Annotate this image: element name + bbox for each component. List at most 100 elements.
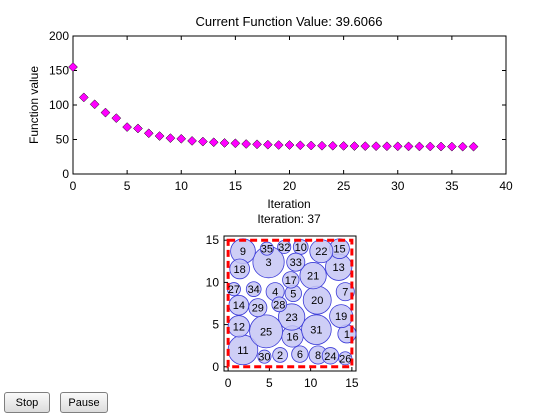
top-xtick-label: 10 [175,179,189,193]
packed-circle-label: 2 [277,350,283,362]
function-value-point [425,141,436,152]
top-ytick-label: 50 [56,133,70,147]
top-ytick-label: 100 [49,98,69,112]
packed-circle-label: 16 [286,331,298,343]
packed-circle [278,303,306,331]
top-chart-plot-area [72,35,507,175]
function-value-point [382,141,392,152]
top-xtick-label: 20 [283,179,297,193]
packed-circle [291,345,309,363]
packed-circle-label: 20 [311,295,323,307]
function-value-point [89,99,100,110]
bottom-ytick-label: 0 [212,360,219,374]
function-value-point [327,140,338,151]
packed-circle-label: 22 [315,246,327,258]
bottom-xtick-label: 15 [345,376,359,390]
function-value-point [143,128,154,139]
packed-circle [272,347,288,363]
packed-circle [338,351,353,366]
function-value-point [317,140,327,151]
packed-circle-label: 15 [333,244,345,256]
function-value-point [78,92,89,103]
top-xtick-label: 25 [337,179,351,193]
bottom-chart-title: Iteration: 37 [257,212,321,226]
packed-circle-label: 4 [272,287,278,299]
pause-button[interactable]: Pause [60,392,108,413]
packed-circle [301,314,332,345]
bottom-ytick-label: 15 [206,233,220,247]
packed-circle-label: 3 [265,257,271,269]
top-chart-ylabel: Function value [27,66,41,144]
packed-circle [229,258,250,280]
function-value-chart: Current Function Value: 39.6066 05010015… [27,14,513,211]
packed-circle-label: 24 [324,351,336,363]
top-xtick-label: 35 [445,179,459,193]
packed-circle-label: 14 [233,300,245,312]
packed-circle-label: 28 [273,299,285,311]
function-value-point [295,140,306,151]
function-value-point [414,141,425,152]
packed-circle-label: 17 [285,275,297,287]
bottom-xtick-label: 5 [266,376,273,390]
top-ytick-label: 200 [49,29,69,43]
packed-circle [248,298,268,318]
function-value-point [187,136,197,146]
packed-circle-label: 11 [237,345,248,357]
function-value-point [133,123,143,134]
packed-circle-label: 25 [260,326,272,338]
function-value-point [273,140,284,150]
bottom-ytick-label: 5 [212,318,219,332]
top-xtick-label: 5 [124,179,131,193]
function-value-point [436,141,446,152]
stop-button[interactable]: Stop [4,392,50,413]
packed-circle-label: 5 [290,288,296,300]
packed-circle-label: 18 [234,264,246,276]
packed-circle-label: 13 [333,262,345,274]
function-value-point [284,140,295,150]
function-value-point [176,133,187,144]
function-value-point [392,141,403,152]
packed-circle-label: 1 [344,329,350,341]
bottom-xtick-label: 0 [225,376,232,390]
function-value-point [338,141,349,151]
packed-circle-label: 30 [258,352,270,364]
top-chart-title: Current Function Value: 39.6066 [196,14,383,29]
packed-circle [321,347,340,365]
function-value-point [198,136,208,147]
top-ytick-label: 0 [62,167,69,181]
packed-circle [249,314,283,349]
function-value-point [349,141,360,151]
function-value-point [68,62,78,72]
packed-circle [227,315,250,338]
bottom-xtick-label: 10 [304,376,318,390]
packed-circle-label: 10 [295,242,307,254]
function-value-point [403,141,414,152]
packed-circle [286,252,306,272]
packed-circle-label: 9 [240,246,246,258]
packed-circle-label: 29 [252,303,264,315]
packed-circle [299,262,327,290]
function-value-point [208,137,219,148]
function-value-point [468,141,479,152]
packed-circle-label: 8 [315,350,321,362]
top-xtick-label: 15 [229,179,243,193]
top-xtick-label: 0 [70,179,77,193]
bottom-chart-boundary [226,238,354,369]
top-chart-xlabel: Iteration [267,197,310,211]
packed-circle [271,296,288,313]
function-value-point [219,138,230,148]
packed-circle [245,281,262,297]
function-value-point [360,141,371,151]
figure-canvas: Current Function Value: 39.6066 05010015… [27,14,513,390]
top-xtick-label: 40 [499,179,513,193]
function-value-point [230,138,241,149]
packed-circle-label: 31 [310,325,322,337]
function-value-point [447,141,457,152]
packed-circle [335,282,355,302]
packed-circle-label: 33 [290,257,302,269]
function-value-point [100,107,111,118]
packed-circle-label: 19 [335,311,347,323]
packed-circle-label: 35 [261,244,273,256]
function-value-point [241,139,252,149]
